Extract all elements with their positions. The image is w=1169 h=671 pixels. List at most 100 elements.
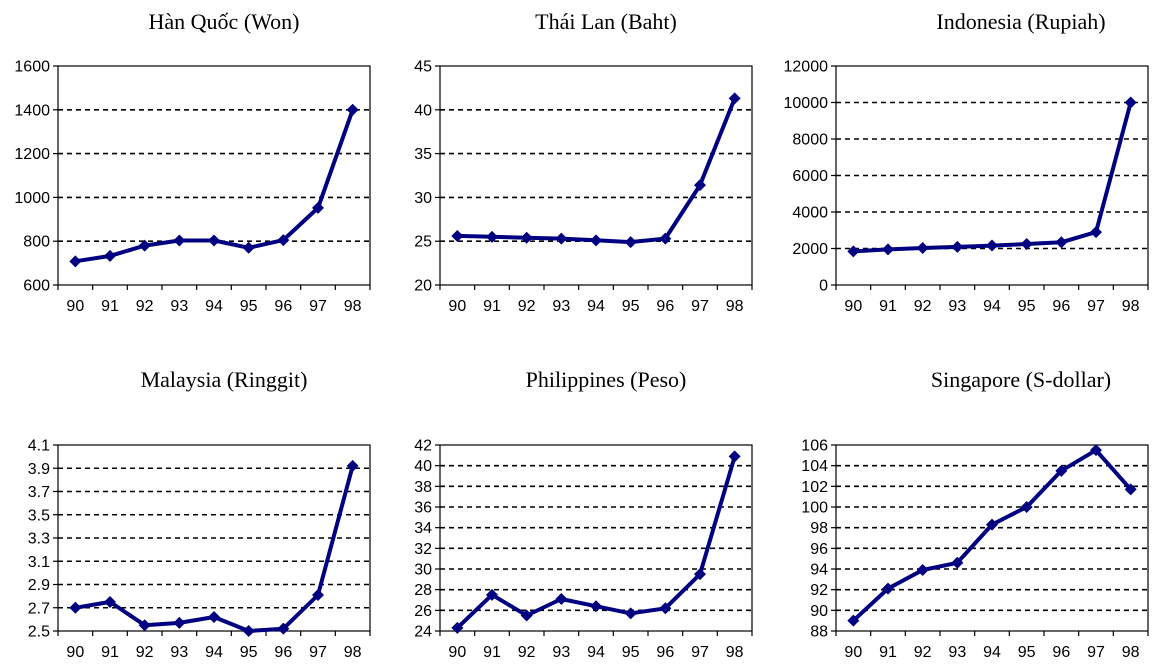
data-point-marker [242,241,255,254]
y-tick-label: 34 [414,520,432,537]
data-point-marker [451,621,464,634]
chart-title: Malaysia (Ringgit) [141,367,308,392]
x-tick-label: 94 [587,644,605,661]
chart-panel: Malaysia (Ringgit) 2.5 2.7 2.9 3.1 3.3 3.5 3.7 3… [28,367,371,661]
data-point-marker [951,556,964,569]
data-point-marker [624,607,637,620]
data-point-marker [1020,237,1033,250]
y-tick-label: 2.9 [28,577,50,594]
y-tick-label: 38 [414,479,432,496]
x-tick-label: 91 [879,298,897,315]
x-tick-label: 93 [948,644,966,661]
x-tick-label: 93 [948,298,966,315]
x-tick-label: 96 [274,644,292,661]
x-tick-label: 96 [656,644,674,661]
y-tick-label: 94 [810,562,828,579]
chart-title: Thái Lan (Baht) [535,9,677,34]
data-point-marker [847,245,860,258]
x-tick-label: 98 [344,644,362,661]
y-tick-label: 45 [414,59,432,76]
y-tick-label: 10000 [784,95,829,112]
data-point-marker [69,255,82,268]
y-tick-label: 40 [414,102,432,119]
data-point-marker [346,459,359,472]
plot-area [439,65,753,286]
y-tick-label: 0 [819,278,828,295]
y-tick-label: 2.7 [28,600,50,617]
data-point-marker [138,619,151,632]
x-tick-label: 94 [587,298,605,315]
x-tick-label: 97 [309,298,327,315]
data-point-marker [1055,236,1068,249]
data-point-marker [882,582,894,595]
data-point-marker [1055,464,1068,477]
y-tick-label: 30 [414,190,432,207]
data-point-marker [173,234,186,247]
data-point-marker [486,230,498,243]
y-tick-label: 106 [801,438,828,455]
plot-area [57,65,371,286]
data-point-marker [728,92,741,105]
y-tick-label: 600 [23,278,50,295]
data-point-marker [1090,444,1102,457]
data-point-marker [555,592,568,605]
x-tick-label: 91 [483,298,501,315]
y-tick-label: 2000 [792,241,828,258]
y-tick-label: 1200 [14,146,50,163]
x-tick-label: 98 [344,298,362,315]
chart-panel: Singapore (S-dollar) 88 90 92 94 96 98 100 102 10… [801,367,1149,661]
data-point-marker [208,611,220,624]
data-point-marker [659,602,672,615]
x-tick-label: 91 [483,644,501,661]
x-tick-label: 94 [205,298,223,315]
y-tick-label: 36 [414,500,432,517]
x-tick-label: 97 [691,644,709,661]
x-tick-label: 96 [656,298,674,315]
x-tick-label: 98 [1122,298,1140,315]
data-point-marker [1124,96,1137,109]
y-tick-label: 25 [414,234,432,251]
data-point-marker [916,241,929,254]
data-point-marker [138,239,151,252]
y-tick-label: 32 [414,541,432,558]
y-tick-label: 35 [414,146,432,163]
data-point-marker [242,625,255,637]
data-point-marker [69,601,82,614]
y-tick-label: 100 [801,500,828,517]
y-tick-label: 4.1 [28,438,50,455]
data-point-marker [312,588,324,601]
x-tick-label: 91 [101,298,119,315]
chart-title: Philippines (Peso) [526,367,687,392]
x-tick-label: 95 [1018,644,1036,661]
x-tick-label: 94 [983,644,1001,661]
chart-panel: Indonesia (Rupiah) 0 2000 4000 6000 8000 10000… [784,9,1149,315]
y-tick-label: 2.5 [28,624,50,641]
data-point-marker [277,234,290,247]
plot-area [835,444,1149,632]
y-tick-label: 12000 [784,59,829,76]
data-point-marker [520,609,533,622]
data-point-marker [916,564,929,577]
x-tick-label: 98 [726,298,744,315]
x-tick-label: 92 [914,644,932,661]
x-tick-label: 90 [66,298,84,315]
data-point-marker [882,243,894,256]
x-tick-label: 93 [170,298,188,315]
data-point-marker [986,239,998,252]
y-tick-label: 28 [414,582,432,599]
x-tick-label: 92 [136,298,154,315]
x-tick-label: 93 [552,644,570,661]
data-point-marker [312,201,324,214]
data-point-marker [590,234,602,247]
x-tick-label: 93 [552,298,570,315]
y-tick-label: 20 [414,278,432,295]
x-tick-label: 95 [240,298,258,315]
x-tick-label: 97 [309,644,327,661]
y-tick-label: 40 [414,458,432,475]
y-tick-label: 800 [23,234,50,251]
chart-title: Hàn Quốc (Won) [149,9,300,34]
x-tick-label: 92 [518,298,536,315]
data-point-marker [1090,226,1102,239]
x-tick-label: 90 [66,644,84,661]
